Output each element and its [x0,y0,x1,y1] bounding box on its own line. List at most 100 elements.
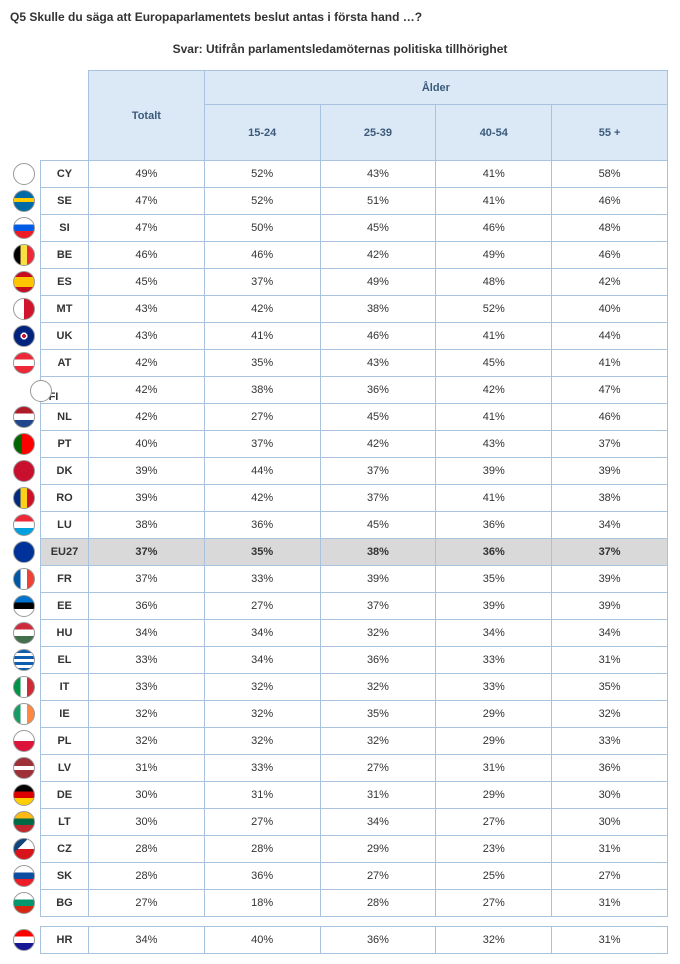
country-code-cell: CY [41,161,89,188]
table-row: BE46%46%42%49%46% [41,242,668,269]
value-cell: 52% [436,296,552,323]
table-row: FI42%38%36%42%47% [41,377,668,404]
header-age-2: 40-54 [436,105,552,161]
country-code-cell: DK [41,458,89,485]
value-cell: 41% [436,323,552,350]
value-cell: 42% [552,269,668,296]
table-row: UK43%41%46%41%44% [41,323,668,350]
table-row: LV31%33%27%31%36% [41,755,668,782]
se-flag-icon [13,190,35,212]
value-cell: 32% [204,674,320,701]
country-code-cell: SE [41,188,89,215]
value-cell: 46% [552,404,668,431]
value-cell: 27% [204,809,320,836]
value-cell: 36% [320,647,436,674]
value-cell: 41% [436,188,552,215]
value-cell: 45% [436,350,552,377]
ee-flag-icon [13,595,35,617]
table-row: EE36%27%37%39%39% [41,593,668,620]
value-cell: 45% [320,404,436,431]
value-cell: 28% [204,836,320,863]
country-code-cell: NL [41,404,89,431]
value-cell: 28% [88,863,204,890]
value-cell: 37% [204,269,320,296]
value-cell: 29% [436,728,552,755]
value-cell: 32% [320,728,436,755]
value-cell: 31% [552,836,668,863]
value-cell: 39% [552,593,668,620]
country-code-cell: LU [41,512,89,539]
value-cell: 33% [88,674,204,701]
value-cell: 34% [552,512,668,539]
answer-text: Svar: Utifrån parlamentsledamöternas pol… [10,42,670,56]
value-cell: 49% [436,242,552,269]
value-cell: 36% [320,377,436,404]
value-cell: 27% [320,863,436,890]
pt-flag-icon [13,433,35,455]
value-cell: 50% [204,215,320,242]
value-cell: 18% [204,890,320,917]
value-cell: 36% [436,512,552,539]
value-cell: 35% [320,701,436,728]
value-cell: 34% [552,620,668,647]
value-cell: 38% [552,485,668,512]
value-cell: 31% [552,647,668,674]
table-row: EL33%34%36%33%31% [41,647,668,674]
value-cell: 45% [88,269,204,296]
value-cell: 44% [552,323,668,350]
value-cell: 43% [88,296,204,323]
value-cell: 58% [552,161,668,188]
value-cell: 25% [436,863,552,890]
table-row: IE32%32%35%29%32% [41,701,668,728]
table-row: CY49%52%43%41%58% [41,161,668,188]
value-cell: 41% [552,350,668,377]
table-row: LT30%27%34%27%30% [41,809,668,836]
value-cell: 36% [436,539,552,566]
value-cell: 32% [552,701,668,728]
header-age-group: Ålder [204,71,667,105]
dk-flag-icon [13,460,35,482]
data-table: Totalt Ålder 15-24 25-39 40-54 55 + CY49… [40,70,668,954]
value-cell: 35% [436,566,552,593]
value-cell: 32% [204,701,320,728]
value-cell: 31% [436,755,552,782]
value-cell: 43% [320,350,436,377]
value-cell: 33% [204,566,320,593]
country-code-cell: DE [41,782,89,809]
value-cell: 27% [88,890,204,917]
value-cell: 42% [88,404,204,431]
value-cell: 37% [320,485,436,512]
ro-flag-icon [13,487,35,509]
value-cell: 29% [320,836,436,863]
table-row: DK39%44%37%39%39% [41,458,668,485]
value-cell: 46% [320,323,436,350]
value-cell: 29% [436,782,552,809]
table-row: CZ28%28%29%23%31% [41,836,668,863]
value-cell: 39% [552,566,668,593]
value-cell: 36% [204,512,320,539]
question-text: Q5 Skulle du säga att Europaparlamentets… [10,10,670,24]
value-cell: 42% [320,431,436,458]
cy-flag-icon [13,163,35,185]
value-cell: 46% [552,188,668,215]
value-cell: 36% [204,863,320,890]
value-cell: 35% [552,674,668,701]
value-cell: 41% [436,161,552,188]
value-cell: 33% [88,647,204,674]
country-code-cell: UK [41,323,89,350]
data-table-wrap: Totalt Ålder 15-24 25-39 40-54 55 + CY49… [40,70,670,954]
value-cell: 39% [552,458,668,485]
country-code-cell: SK [41,863,89,890]
value-cell: 37% [204,431,320,458]
value-cell: 35% [204,350,320,377]
value-cell: 30% [552,809,668,836]
country-code-cell: ES [41,269,89,296]
value-cell: 39% [320,566,436,593]
value-cell: 47% [88,188,204,215]
value-cell: 35% [204,539,320,566]
country-code-cell: FR [41,566,89,593]
value-cell: 34% [88,620,204,647]
table-row: SI47%50%45%46%48% [41,215,668,242]
value-cell: 48% [552,215,668,242]
value-cell: 39% [436,593,552,620]
